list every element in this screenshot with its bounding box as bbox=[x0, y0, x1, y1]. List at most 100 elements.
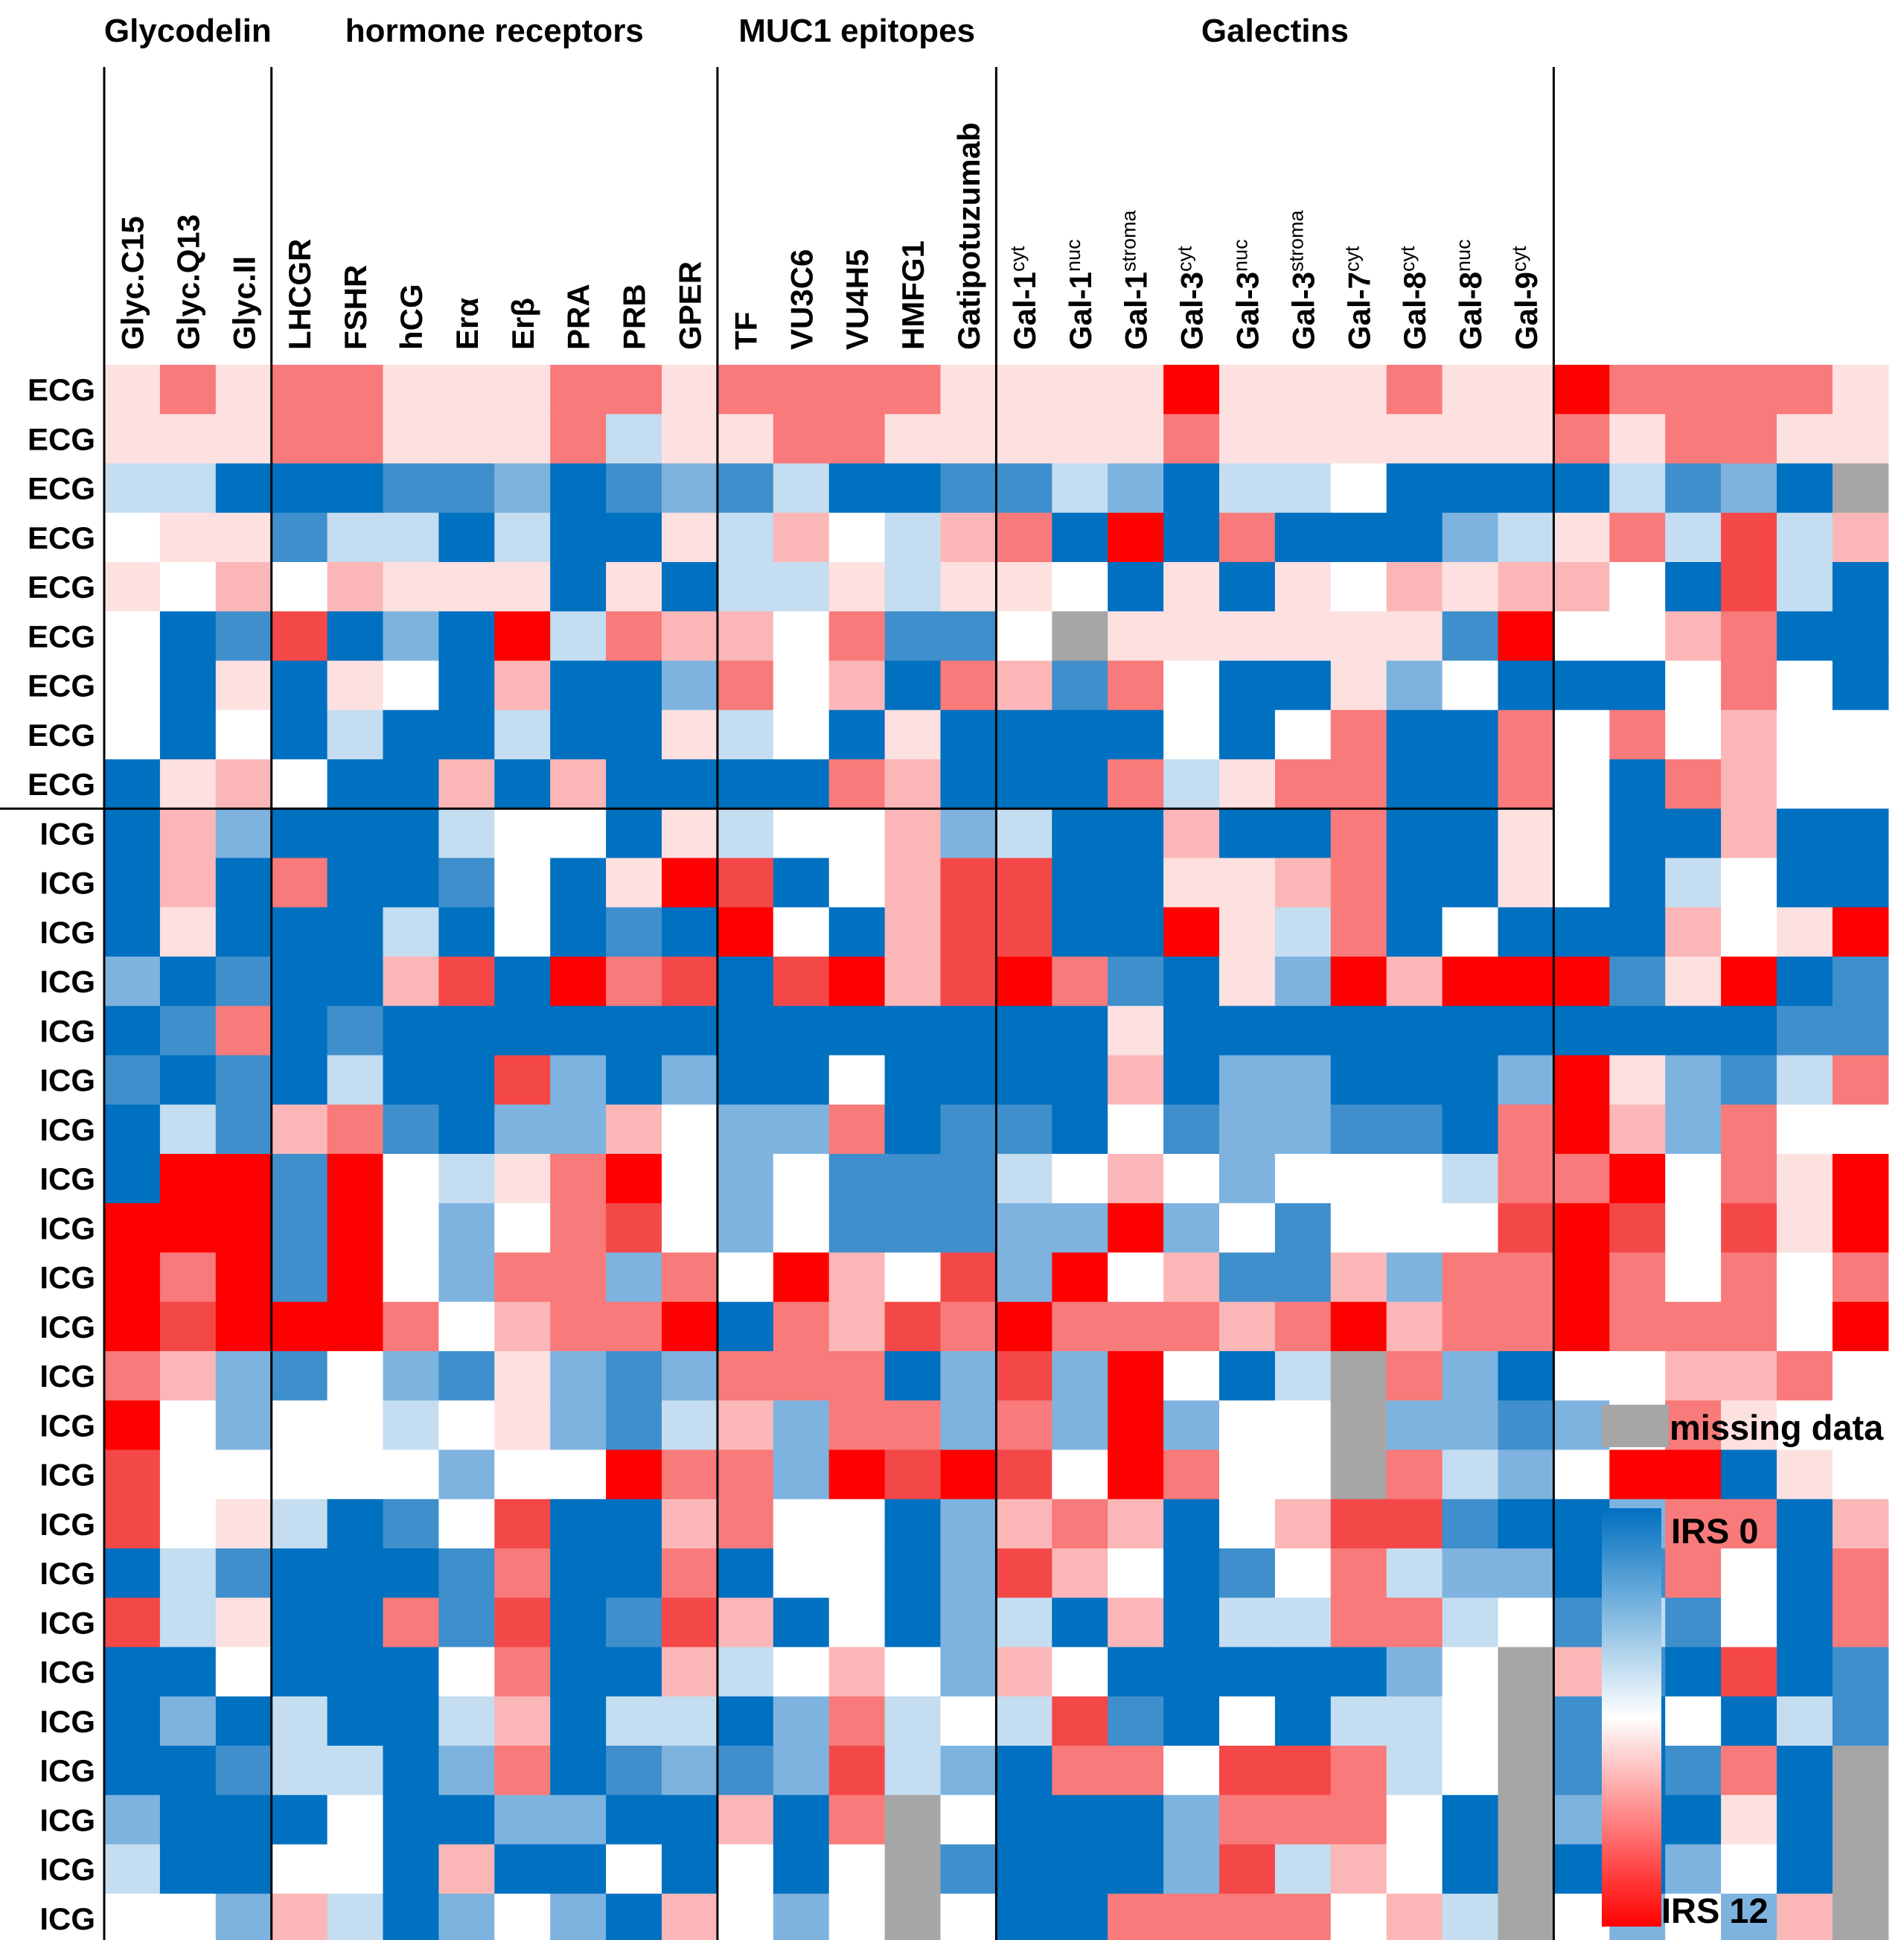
heatmap-cell bbox=[159, 1746, 217, 1796]
heatmap-cell bbox=[1108, 365, 1164, 415]
heatmap-cell bbox=[494, 1104, 551, 1155]
heatmap-cell bbox=[884, 858, 942, 908]
heatmap-cell bbox=[1832, 709, 1889, 760]
heatmap-cell bbox=[1777, 1252, 1833, 1303]
heatmap-cell bbox=[1219, 1696, 1276, 1746]
heatmap-cell bbox=[828, 1252, 886, 1303]
heatmap-cell bbox=[327, 414, 384, 465]
heatmap-cell bbox=[828, 1548, 886, 1598]
heatmap-cell bbox=[940, 1449, 997, 1500]
heatmap-cell bbox=[606, 365, 662, 415]
heatmap-cell bbox=[1108, 1499, 1164, 1549]
heatmap-cell bbox=[828, 1746, 886, 1796]
heatmap-cell bbox=[1442, 512, 1499, 563]
heatmap-cell bbox=[1498, 365, 1554, 415]
heatmap-cell bbox=[884, 907, 942, 957]
legend-missing-label: missing data bbox=[1670, 1408, 1884, 1447]
heatmap-cell bbox=[550, 1499, 607, 1549]
heatmap-cell bbox=[1163, 709, 1220, 760]
heatmap-cell bbox=[1163, 611, 1220, 662]
heatmap-cell bbox=[1777, 1154, 1833, 1204]
heatmap-cell bbox=[773, 1006, 830, 1056]
heatmap-cell bbox=[159, 759, 217, 809]
heatmap-cell bbox=[327, 1104, 384, 1155]
heatmap-cell bbox=[327, 957, 384, 1006]
heatmap-cell bbox=[1609, 1252, 1666, 1303]
heatmap-cell bbox=[1108, 907, 1164, 957]
heatmap-cell bbox=[1498, 907, 1554, 957]
heatmap-cell bbox=[550, 1252, 607, 1303]
heatmap-cell bbox=[1498, 463, 1554, 514]
heatmap-cell bbox=[773, 957, 830, 1006]
heatmap-cell bbox=[104, 1795, 161, 1845]
heatmap-cell bbox=[271, 1154, 328, 1204]
heatmap-cell bbox=[327, 1548, 384, 1598]
column-label: HMFG1 bbox=[895, 240, 930, 350]
heatmap-cell bbox=[996, 1746, 1052, 1796]
heatmap-cell bbox=[773, 562, 830, 612]
heatmap-cell bbox=[1553, 1006, 1610, 1056]
heatmap-cell bbox=[1553, 1449, 1610, 1500]
heatmap-cell bbox=[1832, 1499, 1889, 1549]
heatmap-cell-missing bbox=[1832, 1795, 1889, 1845]
heatmap-cell bbox=[996, 709, 1052, 760]
heatmap-cell bbox=[1163, 957, 1220, 1006]
heatmap-cell bbox=[1386, 463, 1443, 514]
heatmap-cell bbox=[773, 1203, 830, 1254]
heatmap-cell bbox=[1274, 709, 1332, 760]
heatmap-cell bbox=[1386, 1844, 1443, 1895]
heatmap-cell bbox=[884, 365, 942, 415]
heatmap-cell bbox=[1219, 808, 1276, 859]
heatmap-cell bbox=[1665, 1795, 1722, 1845]
heatmap-cell bbox=[1386, 858, 1443, 908]
heatmap-cell bbox=[1609, 562, 1666, 612]
heatmap-cell bbox=[1219, 1647, 1276, 1697]
heatmap-cell bbox=[550, 1104, 607, 1155]
heatmap-cell bbox=[1553, 1696, 1610, 1746]
heatmap-cell bbox=[159, 1795, 217, 1845]
heatmap-cell bbox=[104, 611, 161, 662]
heatmap-cell bbox=[828, 463, 886, 514]
heatmap-cell bbox=[606, 1252, 662, 1303]
heatmap-cell bbox=[1330, 365, 1387, 415]
heatmap-cell bbox=[271, 907, 328, 957]
heatmap-cell bbox=[1330, 1203, 1387, 1254]
heatmap-cell bbox=[215, 808, 272, 859]
heatmap-cell bbox=[1721, 1104, 1777, 1155]
heatmap-cell bbox=[1777, 414, 1833, 465]
heatmap-cell bbox=[1442, 1548, 1499, 1598]
heatmap-cell bbox=[383, 957, 439, 1006]
heatmap-cell bbox=[1163, 1104, 1220, 1155]
heatmap-cell bbox=[1274, 512, 1332, 563]
heatmap-cell bbox=[1330, 512, 1387, 563]
heatmap-cell bbox=[215, 1055, 272, 1105]
heatmap-cell bbox=[1721, 1844, 1777, 1895]
heatmap-cell bbox=[1052, 1400, 1108, 1451]
heatmap-cell bbox=[1274, 1696, 1332, 1746]
heatmap-cell bbox=[1163, 660, 1220, 711]
heatmap-cell bbox=[1274, 1006, 1332, 1056]
heatmap-cell bbox=[1219, 1795, 1276, 1845]
heatmap-cell bbox=[884, 1400, 942, 1451]
heatmap-cell bbox=[1274, 1154, 1332, 1204]
heatmap-cell bbox=[383, 1301, 439, 1352]
heatmap-cell bbox=[717, 759, 774, 809]
heatmap-cell bbox=[773, 1301, 830, 1352]
heatmap-cell bbox=[717, 1400, 774, 1451]
heatmap-cell bbox=[1108, 1893, 1164, 1940]
heatmap-cell bbox=[773, 1400, 830, 1451]
heatmap-cell bbox=[1442, 1006, 1499, 1056]
heatmap-cell bbox=[828, 414, 886, 465]
group-label: Galectins bbox=[1201, 13, 1349, 49]
heatmap-cell bbox=[1274, 1844, 1332, 1895]
heatmap-cell bbox=[662, 1301, 718, 1352]
heatmap-cell bbox=[828, 808, 886, 859]
column-label: VU4H5 bbox=[840, 249, 875, 350]
heatmap-cell bbox=[159, 1055, 217, 1105]
heatmap-cell bbox=[1330, 1055, 1387, 1105]
heatmap-cell bbox=[828, 512, 886, 563]
heatmap-cell bbox=[383, 1499, 439, 1549]
heatmap-cell bbox=[1219, 1301, 1276, 1352]
heatmap-cell bbox=[1108, 1746, 1164, 1796]
heatmap-cell bbox=[1553, 1893, 1610, 1940]
